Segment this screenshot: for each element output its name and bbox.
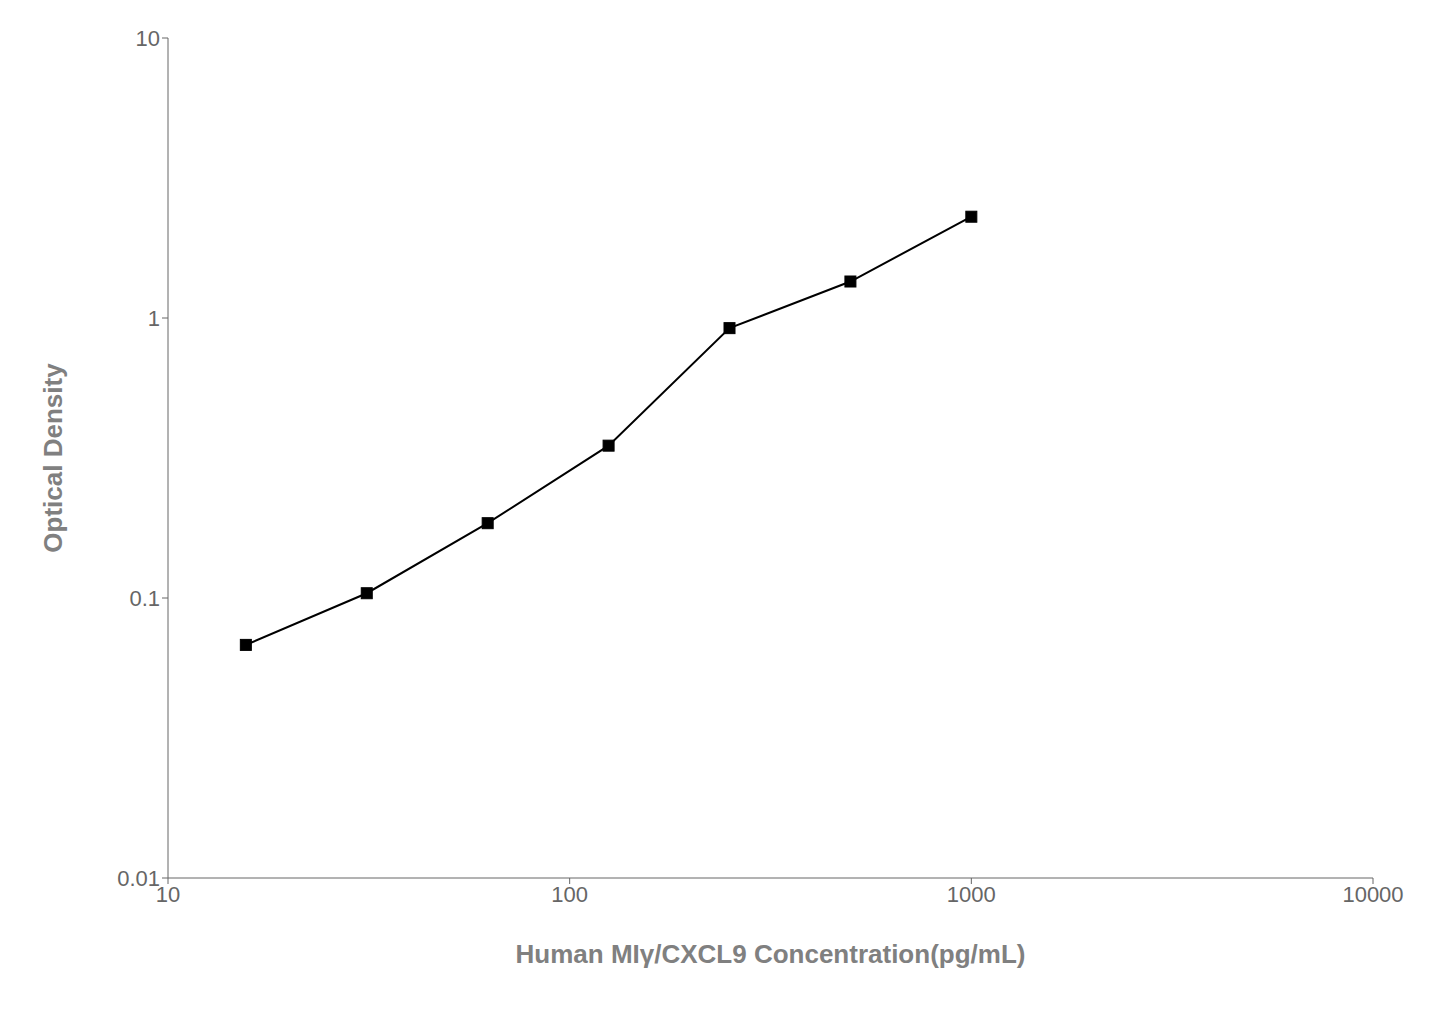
svg-text:0.1: 0.1	[129, 586, 160, 611]
svg-text:10: 10	[136, 26, 160, 51]
svg-text:100: 100	[551, 882, 588, 907]
svg-text:1: 1	[148, 306, 160, 331]
svg-text:10: 10	[155, 881, 181, 907]
svg-text:Human MIγ/CXCL9 Concentration(: Human MIγ/CXCL9 Concentration(pg/mL)	[516, 939, 1026, 969]
svg-text:10000: 10000	[1342, 882, 1403, 907]
svg-text:Optical Density: Optical Density	[38, 363, 68, 553]
svg-text:1000: 1000	[947, 882, 996, 907]
svg-text:0.01: 0.01	[117, 866, 160, 891]
